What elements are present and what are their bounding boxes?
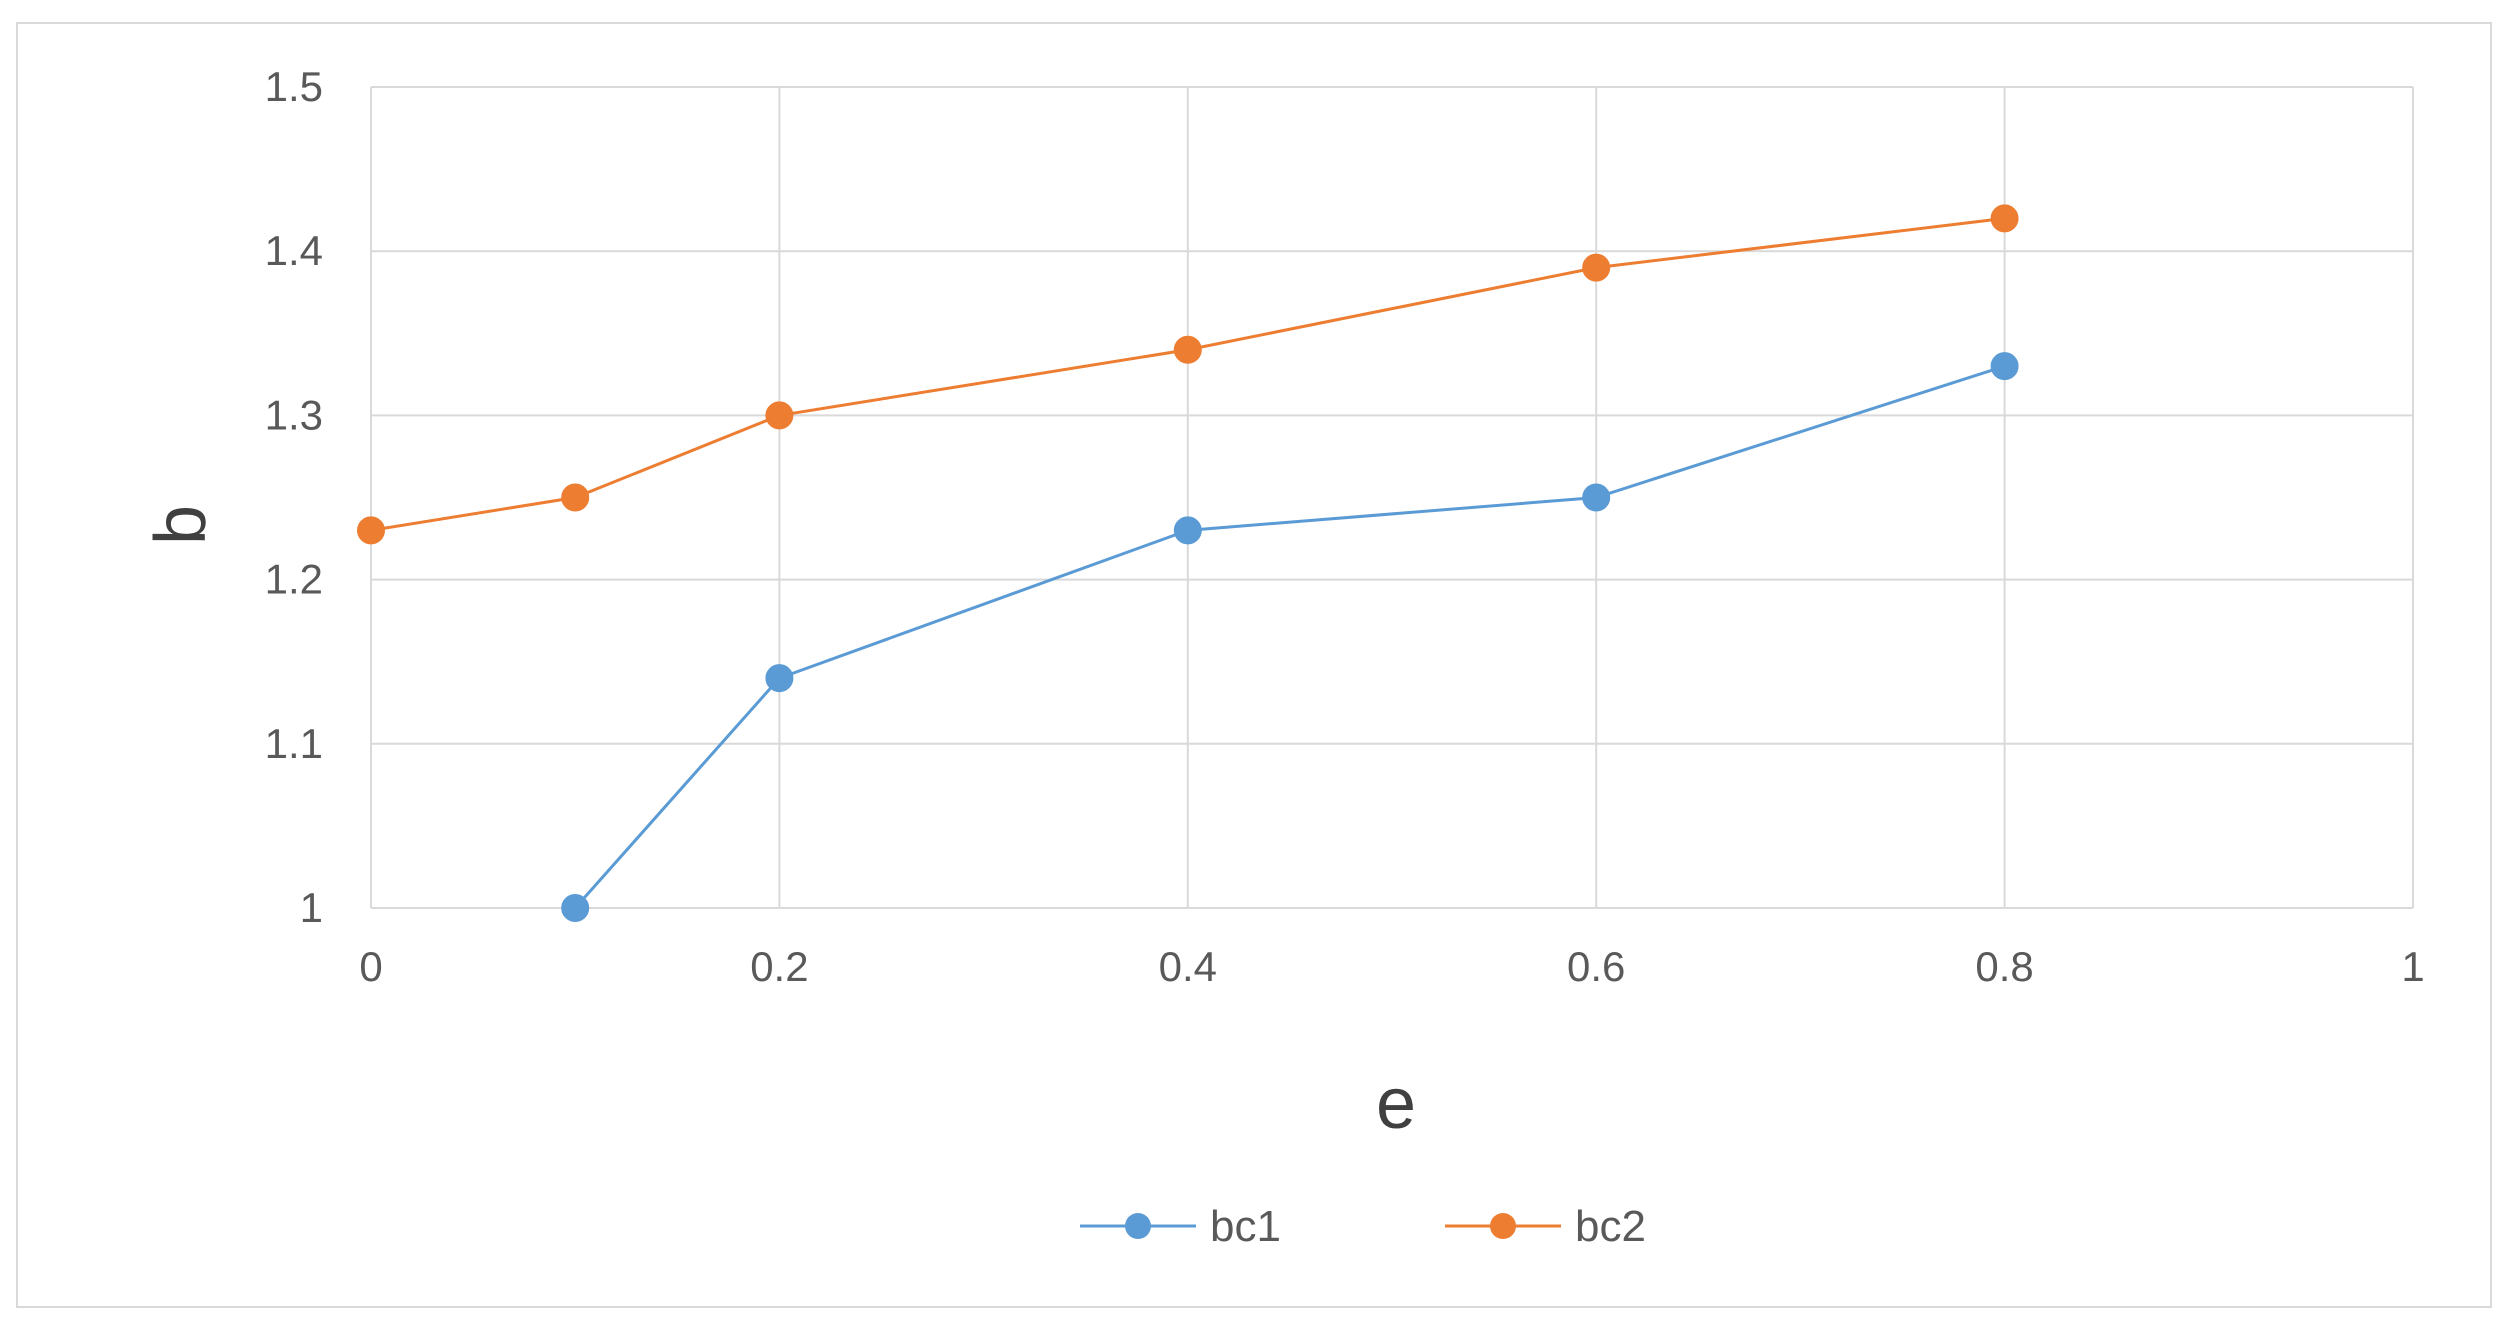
- x-axis-ticks: 0 0.2 0.4 0.6 0.8 1: [359, 943, 2424, 990]
- legend: bc1 bc2: [1080, 1202, 1646, 1251]
- series-bc2: [357, 204, 2019, 545]
- x-tick-label: 0.4: [1159, 943, 1217, 990]
- y-tick-label: 1.4: [265, 227, 323, 274]
- legend-label-bc2: bc2: [1575, 1202, 1646, 1251]
- data-point-bc2: [357, 516, 385, 545]
- data-point-bc1: [1990, 352, 2019, 381]
- legend-item-bc2: bc2: [1445, 1202, 1646, 1251]
- x-tick-label: 0.2: [750, 943, 808, 990]
- data-point-bc2: [1990, 204, 2019, 233]
- gridlines: [370, 86, 2414, 909]
- x-tick-label: 1: [2401, 943, 2424, 990]
- series-bc1: [561, 352, 2019, 922]
- data-point-bc1: [1582, 483, 1611, 512]
- y-axis-title: b: [141, 505, 221, 545]
- y-axis-ticks: 1 1.1 1.2 1.3 1.4 1.5: [265, 63, 323, 931]
- data-point-bc2: [1582, 253, 1611, 282]
- y-tick-label: 1.1: [265, 720, 323, 767]
- x-tick-label: 0.6: [1567, 943, 1625, 990]
- series-line-bc1: [574, 364, 2006, 909]
- x-axis-title: e: [1376, 1064, 1416, 1144]
- series-group: [357, 204, 2019, 922]
- data-point-bc2: [561, 483, 590, 512]
- data-point-bc1: [1173, 516, 1202, 545]
- data-point-bc2: [1173, 335, 1202, 364]
- data-point-bc1: [561, 894, 590, 922]
- y-tick-label: 1.2: [265, 556, 323, 603]
- series-line-bc2: [370, 216, 2005, 532]
- legend-marker: [1490, 1213, 1516, 1239]
- y-tick-label: 1: [300, 884, 323, 931]
- x-tick-label: 0: [359, 943, 382, 990]
- x-tick-label: 0.8: [1975, 943, 2033, 990]
- y-tick-label: 1.3: [265, 391, 323, 438]
- chart-frame: [16, 22, 2492, 1308]
- legend-item-bc1: bc1: [1080, 1202, 1281, 1251]
- data-point-bc1: [765, 664, 794, 693]
- legend-label-bc1: bc1: [1210, 1202, 1281, 1251]
- legend-marker: [1125, 1213, 1151, 1239]
- data-point-bc2: [765, 401, 794, 430]
- y-tick-label: 1.5: [265, 63, 323, 110]
